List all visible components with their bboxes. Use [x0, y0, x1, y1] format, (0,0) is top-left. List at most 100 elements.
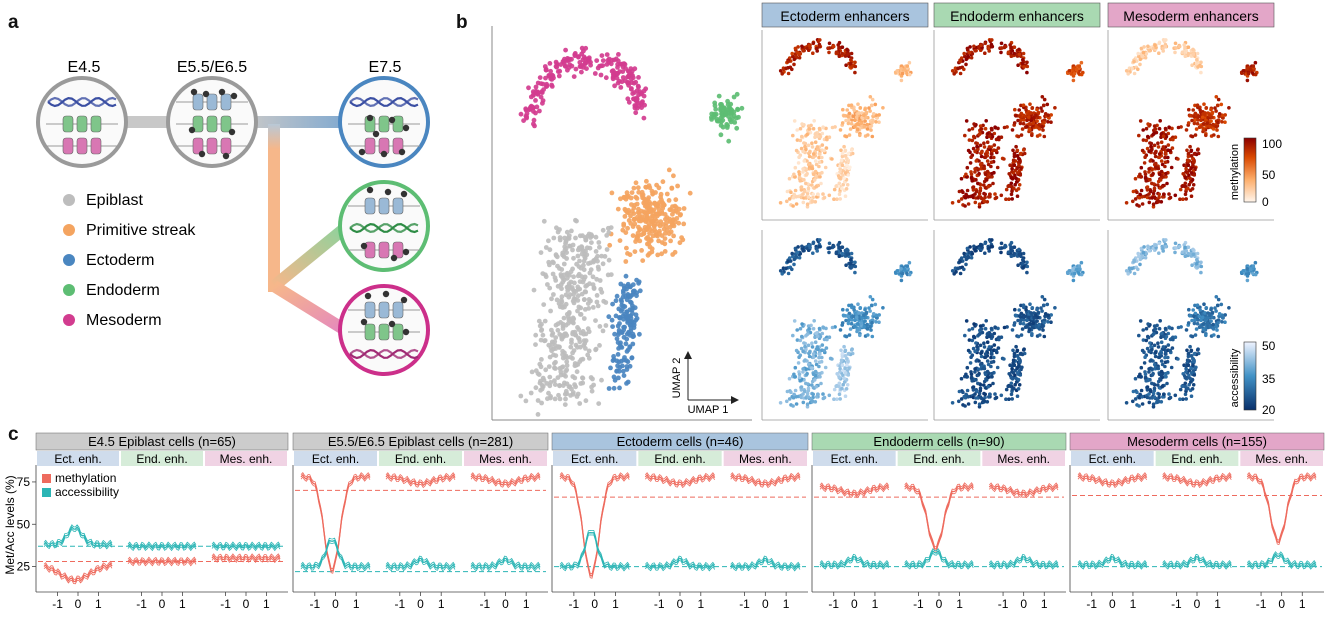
umap-point-ect [617, 315, 623, 321]
map-point [1031, 121, 1035, 125]
map-point [983, 251, 987, 255]
map-point [812, 178, 817, 182]
umap-point-ps [666, 231, 672, 237]
map-point [804, 367, 808, 371]
umap-point-epi [587, 270, 593, 276]
xtick-label: 0 [1020, 597, 1027, 611]
map-point [1034, 124, 1039, 129]
ytick-label: 50 [17, 517, 31, 531]
map-point [792, 62, 796, 67]
map-point [1140, 202, 1145, 206]
umap-point-ps [672, 203, 678, 209]
map-point [854, 315, 859, 320]
umap-point-epi [560, 364, 566, 370]
umap-point-ps [671, 233, 676, 239]
map-point [796, 161, 801, 165]
umap-point-ps [645, 225, 651, 230]
map-point [1203, 111, 1207, 115]
map-point [985, 400, 990, 404]
umap-point-epi [570, 298, 576, 304]
umap-point-ps [653, 202, 659, 208]
map-point [1147, 370, 1151, 374]
map-point [802, 189, 807, 194]
map-point [989, 164, 993, 169]
xtick-label: 0 [762, 597, 769, 611]
map-point [1018, 151, 1023, 156]
map-point [812, 119, 816, 123]
histone [378, 301, 390, 319]
umap-point-epi [576, 335, 581, 341]
map-point [1184, 170, 1188, 174]
map-point [843, 348, 848, 353]
map-point [1152, 386, 1157, 391]
map-point [1151, 46, 1156, 51]
map-point [806, 143, 811, 148]
map-point [907, 272, 912, 277]
map-point [1163, 44, 1168, 49]
umap-point-ps [617, 238, 623, 244]
map-point [1015, 354, 1020, 358]
map-point [973, 200, 978, 205]
map-point [1161, 49, 1165, 53]
umap-point-mes [620, 69, 626, 74]
umap-point-ps [629, 202, 634, 208]
umap-point-mes [537, 75, 543, 80]
map-point [1138, 192, 1142, 197]
map-point [815, 249, 819, 253]
map-point [985, 369, 990, 374]
map-point [966, 395, 970, 399]
map-point [1183, 192, 1188, 197]
map-point [1007, 197, 1011, 201]
map-point [1020, 127, 1025, 131]
umap-point-ps [637, 214, 643, 220]
map-point [1077, 71, 1081, 76]
map-point [958, 59, 962, 64]
map-point [844, 63, 848, 67]
umap-point-epi [545, 282, 550, 287]
xtick-label: 1 [353, 597, 360, 611]
map-point [1176, 157, 1180, 161]
map-point [846, 351, 851, 356]
map-point [1022, 65, 1026, 69]
panel-c-ylabel: Met/Acc levels (%) [3, 475, 17, 574]
map-point [1144, 326, 1149, 331]
map-point [844, 387, 849, 391]
umap-point-epi [558, 273, 564, 279]
umap-point-mes [619, 79, 625, 85]
map-point [820, 331, 825, 336]
umap-point-epi [586, 355, 592, 361]
umap-point-epi [604, 233, 610, 238]
map-point [1191, 52, 1196, 57]
map-point [1135, 190, 1139, 195]
map-point [841, 107, 845, 112]
map-point [999, 393, 1004, 398]
map-point [1159, 400, 1164, 404]
map-point [1037, 322, 1041, 327]
map-point [1018, 373, 1023, 377]
map-point [1053, 306, 1057, 310]
map-point [1151, 171, 1155, 176]
map-point [1195, 251, 1200, 256]
map-point [1156, 145, 1161, 149]
umap-point-epi [535, 412, 541, 417]
map-point [1139, 388, 1144, 393]
map-point [844, 134, 849, 139]
umap-point-ps [681, 206, 687, 211]
umap-point-ect [616, 306, 622, 312]
umap-point-epi [586, 348, 592, 354]
map-point [1040, 124, 1044, 129]
umap-point-epi [578, 312, 583, 317]
map-point [979, 127, 983, 131]
map-point [1208, 113, 1212, 117]
map-point [821, 392, 825, 396]
map-point [849, 303, 854, 308]
map-point [857, 311, 861, 315]
map-point [990, 375, 994, 379]
umap-point-ps [644, 178, 649, 184]
map-point [1137, 195, 1142, 200]
histone [392, 115, 404, 133]
map-point [1004, 187, 1009, 192]
map-point [1043, 112, 1048, 116]
umap-point-end [727, 106, 733, 111]
map-point [983, 192, 987, 197]
